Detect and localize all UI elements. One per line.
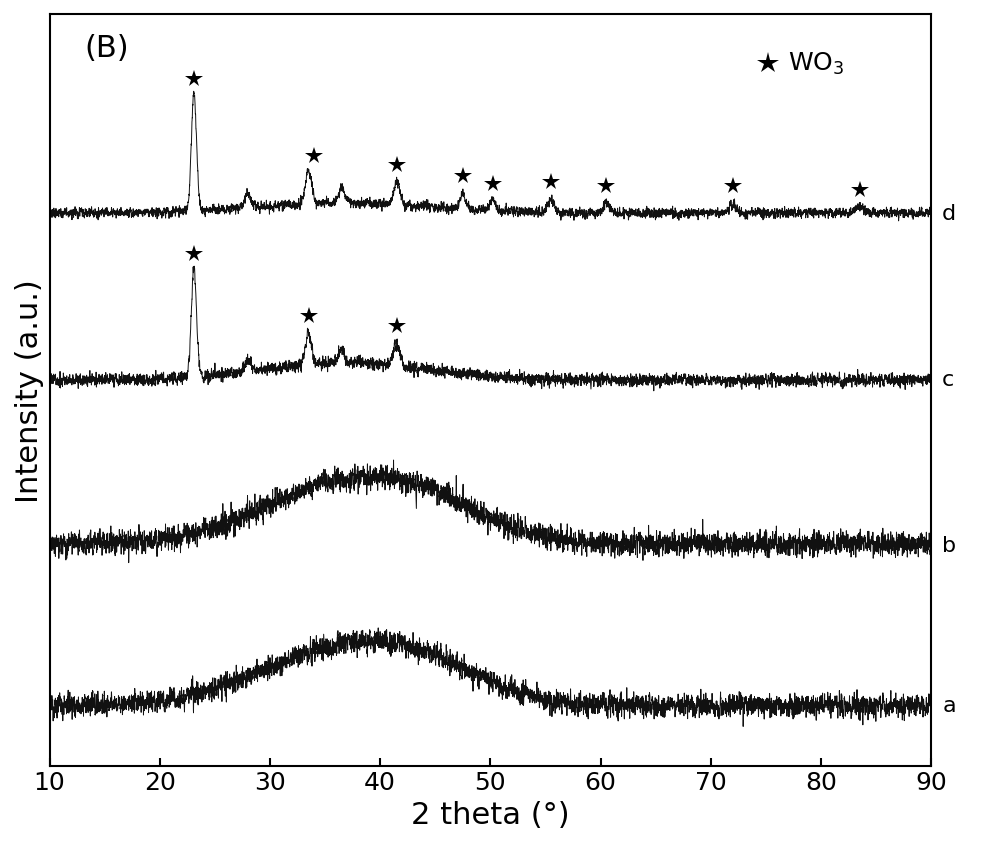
Y-axis label: Intensity (a.u.): Intensity (a.u.) bbox=[15, 279, 44, 502]
Text: (B): (B) bbox=[85, 34, 129, 62]
Text: a: a bbox=[942, 695, 956, 716]
Text: d: d bbox=[942, 204, 956, 224]
Text: WO$_3$: WO$_3$ bbox=[788, 51, 845, 77]
Text: b: b bbox=[942, 535, 956, 555]
Text: c: c bbox=[942, 370, 954, 390]
X-axis label: 2 theta (°): 2 theta (°) bbox=[411, 800, 570, 829]
